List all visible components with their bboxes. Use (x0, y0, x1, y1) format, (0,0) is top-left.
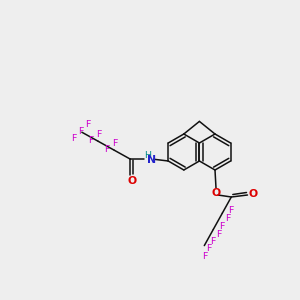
Text: O: O (212, 188, 220, 198)
Text: F: F (88, 136, 94, 145)
Text: H: H (144, 151, 151, 160)
Text: F: F (229, 206, 234, 215)
Text: F: F (202, 252, 208, 261)
Text: F: F (207, 244, 212, 253)
Text: F: F (85, 120, 91, 129)
Text: F: F (104, 145, 110, 154)
Text: O: O (249, 189, 258, 199)
Text: F: F (71, 134, 76, 143)
Text: F: F (217, 230, 222, 239)
Text: F: F (78, 127, 83, 136)
Text: N: N (147, 155, 156, 165)
Text: F: F (96, 130, 102, 139)
Text: F: F (226, 214, 231, 223)
Text: F: F (220, 222, 225, 231)
Text: F: F (211, 237, 216, 246)
Text: O: O (128, 176, 137, 187)
Text: F: F (112, 139, 118, 148)
